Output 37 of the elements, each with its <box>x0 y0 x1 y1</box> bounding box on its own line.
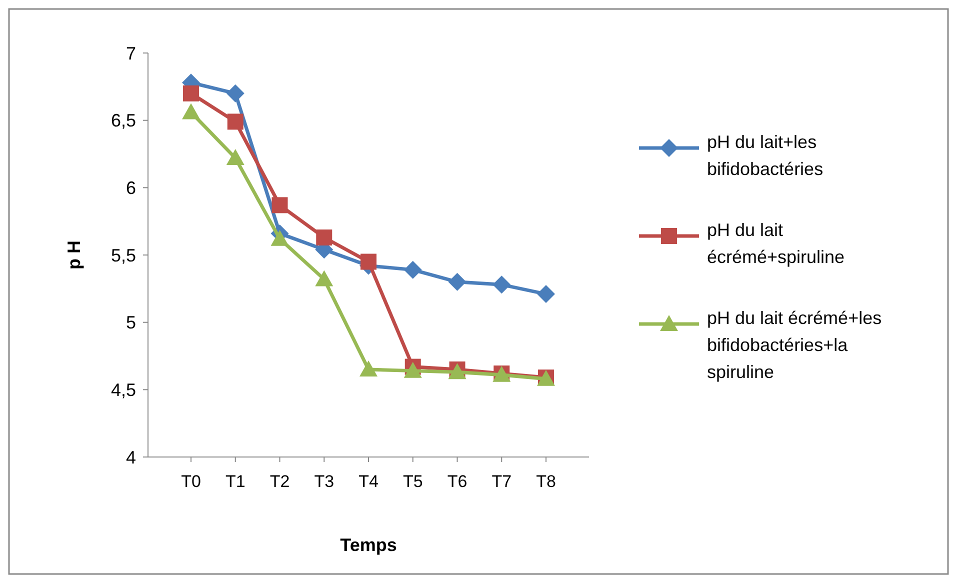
point <box>183 85 199 102</box>
point <box>226 149 244 166</box>
y-tick-label: 4 <box>126 447 136 468</box>
legend-label: pH du lait+les bifidobactéries <box>707 132 824 179</box>
point <box>492 276 511 294</box>
point <box>226 84 244 102</box>
legend-label: pH du lait écrémé+les bifidobactéries+la spiruline <box>707 308 882 382</box>
y-axis-title: p H <box>64 240 84 270</box>
x-axis-title: Temps <box>340 535 397 555</box>
x-tick-label: T0 <box>181 472 201 491</box>
legend-label: pH du lait écrémé+spiruline <box>707 220 845 267</box>
point <box>315 270 334 286</box>
x-tick-label: T1 <box>225 472 246 491</box>
x-tick-label: T6 <box>447 472 468 491</box>
x-tick-label: T7 <box>492 472 512 491</box>
y-tick-label: 6 <box>126 178 136 198</box>
x-tick-label: T4 <box>358 472 378 491</box>
y-tick-label: 7 <box>126 43 136 64</box>
point <box>270 230 289 246</box>
point <box>448 272 466 291</box>
y-tick-label: 5,5 <box>110 245 136 266</box>
x-tick-label: T5 <box>402 472 423 491</box>
point <box>537 285 555 304</box>
point <box>182 103 200 120</box>
x-tick-label: T2 <box>270 472 290 491</box>
point <box>360 360 378 376</box>
x-tick-label: T8 <box>536 472 556 491</box>
point <box>404 260 422 279</box>
point <box>360 254 376 270</box>
point <box>272 197 288 214</box>
y-tick-label: 4,5 <box>110 380 136 400</box>
point <box>316 229 332 246</box>
y-tick-label: 5 <box>126 312 136 333</box>
point <box>227 114 244 130</box>
point <box>404 362 422 378</box>
y-tick-label: 6,5 <box>110 110 136 131</box>
x-tick-label: T3 <box>314 472 334 491</box>
